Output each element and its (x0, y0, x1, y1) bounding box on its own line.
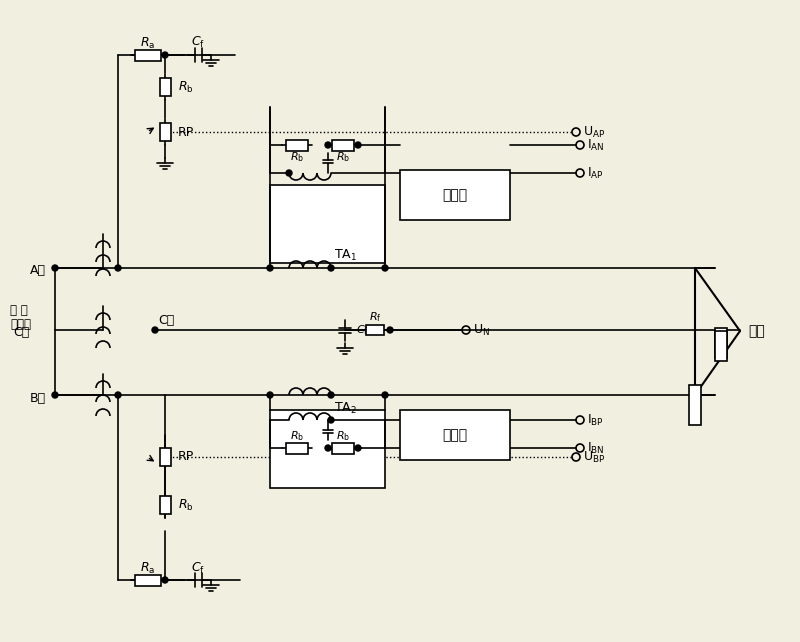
Text: $R_{\rm b}$: $R_{\rm b}$ (336, 150, 350, 164)
Text: I$_{\rm BP}$: I$_{\rm BP}$ (587, 412, 604, 428)
Text: $C_{\rm f}$: $C_{\rm f}$ (356, 323, 369, 337)
Circle shape (382, 392, 388, 398)
Bar (286, 139, 308, 150)
Circle shape (387, 327, 393, 333)
Text: 滤波器: 滤波器 (442, 188, 467, 202)
Text: TA$_2$: TA$_2$ (334, 401, 357, 415)
Text: U$_{\rm BP}$: U$_{\rm BP}$ (583, 449, 606, 465)
Text: A相: A相 (30, 265, 46, 277)
Circle shape (382, 265, 388, 271)
Bar (332, 139, 354, 150)
Text: $R_{\rm b}$: $R_{\rm b}$ (290, 150, 304, 164)
Circle shape (152, 327, 158, 333)
Text: I$_{\rm BN}$: I$_{\rm BN}$ (587, 440, 605, 456)
Text: $R_{\rm f}$: $R_{\rm f}$ (369, 310, 382, 324)
Bar (270, 410, 385, 488)
Text: $R_{\rm b}$: $R_{\rm b}$ (178, 498, 194, 512)
Text: B相: B相 (30, 392, 46, 404)
Bar (159, 448, 170, 466)
Circle shape (162, 52, 168, 58)
Bar (159, 496, 170, 514)
Circle shape (286, 170, 292, 176)
Text: U$_{\rm AP}$: U$_{\rm AP}$ (583, 125, 606, 139)
Text: $C_{\rm f}$: $C_{\rm f}$ (191, 35, 205, 49)
Circle shape (328, 265, 334, 271)
Bar (286, 442, 308, 453)
Circle shape (162, 577, 168, 583)
Text: $R_{\rm b}$: $R_{\rm b}$ (290, 429, 304, 443)
Text: $R_{\rm b}$: $R_{\rm b}$ (336, 429, 350, 443)
Text: C相: C相 (14, 327, 30, 340)
Bar (159, 78, 170, 96)
Circle shape (115, 265, 121, 271)
Bar (689, 385, 701, 425)
Text: I$_{\rm AN}$: I$_{\rm AN}$ (587, 137, 605, 153)
Bar (270, 185, 385, 263)
Text: $R_{\rm b}$: $R_{\rm b}$ (178, 80, 194, 94)
Text: TA$_1$: TA$_1$ (334, 247, 357, 263)
Circle shape (355, 445, 361, 451)
Bar (332, 442, 354, 453)
Bar (400, 410, 510, 460)
Circle shape (328, 417, 334, 423)
Circle shape (328, 392, 334, 398)
Circle shape (325, 142, 331, 148)
Bar (400, 170, 510, 220)
Text: 负载: 负载 (748, 324, 765, 338)
Bar (135, 575, 161, 586)
Text: U$_{\rm N}$: U$_{\rm N}$ (473, 322, 490, 338)
Bar (135, 49, 161, 60)
Text: 交流电: 交流电 (10, 318, 31, 331)
Circle shape (267, 265, 273, 271)
Bar (715, 328, 727, 358)
Bar (366, 325, 384, 335)
Text: $R_{\rm a}$: $R_{\rm a}$ (140, 560, 156, 575)
Circle shape (355, 142, 361, 148)
Circle shape (325, 445, 331, 451)
Text: I$_{\rm AP}$: I$_{\rm AP}$ (587, 166, 604, 180)
Circle shape (52, 265, 58, 271)
Text: RP: RP (178, 125, 194, 139)
Text: $C_{\rm f}$: $C_{\rm f}$ (191, 560, 205, 575)
Circle shape (267, 392, 273, 398)
Circle shape (52, 392, 58, 398)
Bar (715, 331, 727, 361)
Text: $R_{\rm a}$: $R_{\rm a}$ (140, 35, 156, 51)
Text: C相: C相 (158, 313, 174, 327)
Circle shape (115, 392, 121, 398)
Text: RP: RP (178, 451, 194, 464)
Text: 滤波器: 滤波器 (442, 428, 467, 442)
Text: 三 相: 三 相 (10, 304, 28, 317)
Bar (159, 123, 170, 141)
